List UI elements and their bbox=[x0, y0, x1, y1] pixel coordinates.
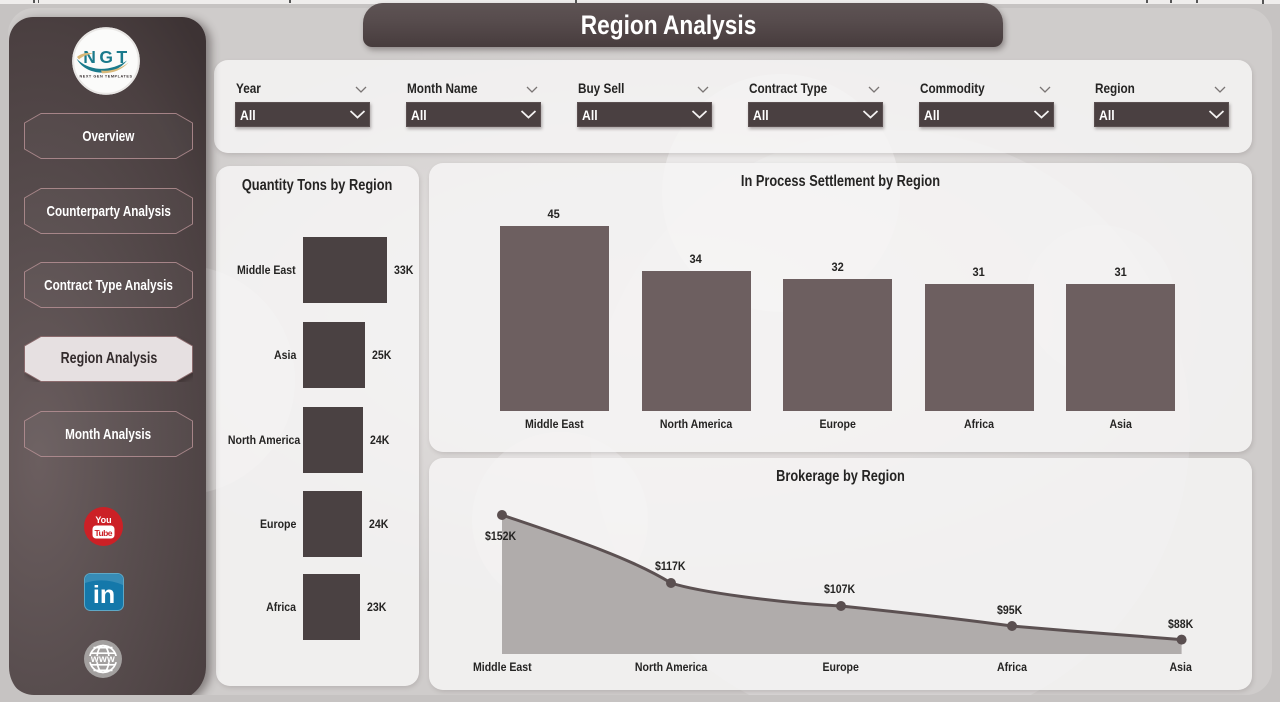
svg-text:NEXT GEN TEMPLATES: NEXT GEN TEMPLATES bbox=[79, 75, 132, 79]
svg-text:www: www bbox=[90, 654, 115, 665]
svg-text:Tube: Tube bbox=[95, 528, 113, 538]
svg-text:NGT: NGT bbox=[83, 47, 130, 67]
svg-text:in: in bbox=[93, 581, 115, 609]
svg-text:You: You bbox=[95, 515, 112, 525]
